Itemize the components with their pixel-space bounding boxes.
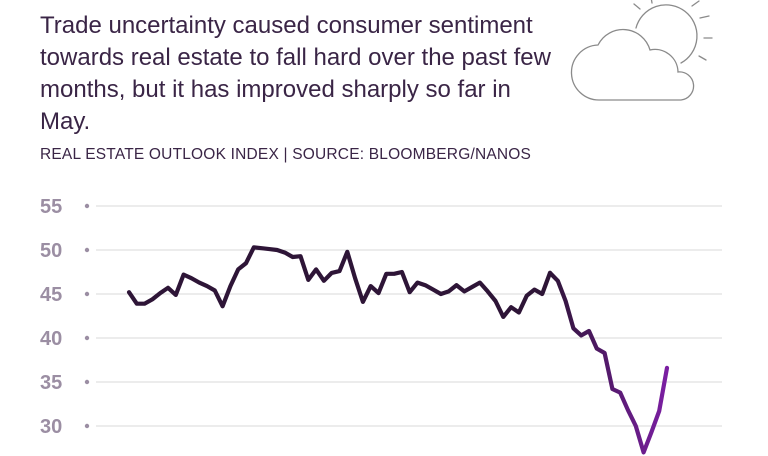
data-point-2 <box>143 302 147 306</box>
data-point-33 <box>384 272 388 276</box>
y-axis-ticks: 55 50 45 40 35 30 <box>40 196 90 438</box>
data-point-44 <box>470 285 474 289</box>
data-point-31 <box>369 284 373 288</box>
data-point-14 <box>236 267 240 271</box>
data-point-56 <box>564 299 568 303</box>
data-point-42 <box>455 283 459 287</box>
data-point-63 <box>618 391 622 395</box>
data-point-69 <box>665 366 669 370</box>
data-point-62 <box>610 387 614 391</box>
data-point-60 <box>595 347 599 351</box>
data-point-27 <box>338 269 342 273</box>
y-tick-label-30: 30 <box>40 416 62 438</box>
data-point-51 <box>525 294 529 298</box>
data-point-40 <box>439 292 443 296</box>
series-lines <box>126 245 670 455</box>
data-point-12 <box>221 304 225 308</box>
data-point-3 <box>150 297 154 301</box>
data-point-58 <box>579 333 583 337</box>
data-point-68 <box>657 409 661 413</box>
headline: Trade uncertainty caused consumer sentim… <box>40 12 551 135</box>
data-point-1 <box>135 302 139 306</box>
data-point-26 <box>330 271 334 275</box>
data-point-61 <box>603 351 607 355</box>
data-point-34 <box>392 272 396 276</box>
data-point-52 <box>532 288 536 292</box>
data-point-46 <box>486 289 490 293</box>
tick-dot-50 <box>84 247 90 253</box>
data-point-30 <box>361 300 365 304</box>
data-point-29 <box>353 276 357 280</box>
y-tick-label-45: 45 <box>40 284 62 306</box>
data-point-55 <box>556 279 560 283</box>
data-point-37 <box>416 281 420 285</box>
series-line-recent <box>547 270 670 455</box>
data-point-22 <box>299 254 303 258</box>
data-point-11 <box>213 289 217 293</box>
data-point-43 <box>462 289 466 293</box>
data-point-38 <box>423 283 427 287</box>
data-point-41 <box>447 289 451 293</box>
data-point-39 <box>431 288 435 292</box>
data-point-10 <box>205 284 209 288</box>
data-point-6 <box>174 293 178 297</box>
data-point-49 <box>509 305 513 309</box>
data-point-13 <box>228 284 232 288</box>
data-point-8 <box>189 276 193 280</box>
data-point-32 <box>377 291 381 295</box>
data-point-23 <box>306 278 310 282</box>
series-line-history <box>126 245 553 319</box>
data-point-50 <box>517 311 521 315</box>
data-point-15 <box>244 261 248 265</box>
y-tick-label-55: 55 <box>40 196 62 218</box>
data-point-18 <box>267 247 271 251</box>
data-point-54 <box>548 271 552 275</box>
data-point-47 <box>494 299 498 303</box>
tick-dot-55 <box>84 203 90 209</box>
data-point-59 <box>587 329 591 333</box>
data-point-28 <box>345 250 349 254</box>
data-point-25 <box>322 279 326 283</box>
y-tick-label-35: 35 <box>40 372 62 394</box>
tick-dot-40 <box>84 335 90 341</box>
data-point-45 <box>478 281 482 285</box>
data-point-0 <box>127 290 131 294</box>
data-point-21 <box>291 255 295 259</box>
data-point-64 <box>626 408 630 412</box>
tick-dot-45 <box>84 291 90 297</box>
data-point-57 <box>571 326 575 330</box>
data-point-16 <box>252 245 256 249</box>
tick-dot-35 <box>84 379 90 385</box>
tick-dot-30 <box>84 423 90 429</box>
data-point-19 <box>275 248 279 252</box>
data-point-7 <box>182 273 186 277</box>
chart-subtitle: REAL ESTATE OUTLOOK INDEX | SOURCE: BLOO… <box>40 146 532 163</box>
data-point-5 <box>166 286 170 290</box>
gridlines <box>96 205 722 427</box>
data-point-48 <box>501 315 505 319</box>
data-point-9 <box>197 281 201 285</box>
data-point-4 <box>158 291 162 295</box>
y-tick-label-50: 50 <box>40 240 62 262</box>
data-point-36 <box>408 290 412 294</box>
data-point-66 <box>642 450 646 454</box>
data-point-17 <box>260 246 264 250</box>
data-point-24 <box>314 267 318 271</box>
y-tick-label-40: 40 <box>40 328 62 350</box>
data-point-20 <box>283 251 287 255</box>
data-point-53 <box>540 292 544 296</box>
sun-behind-cloud-icon <box>570 0 730 110</box>
data-point-35 <box>400 270 404 274</box>
data-point-67 <box>649 430 653 434</box>
data-point-65 <box>634 424 638 428</box>
